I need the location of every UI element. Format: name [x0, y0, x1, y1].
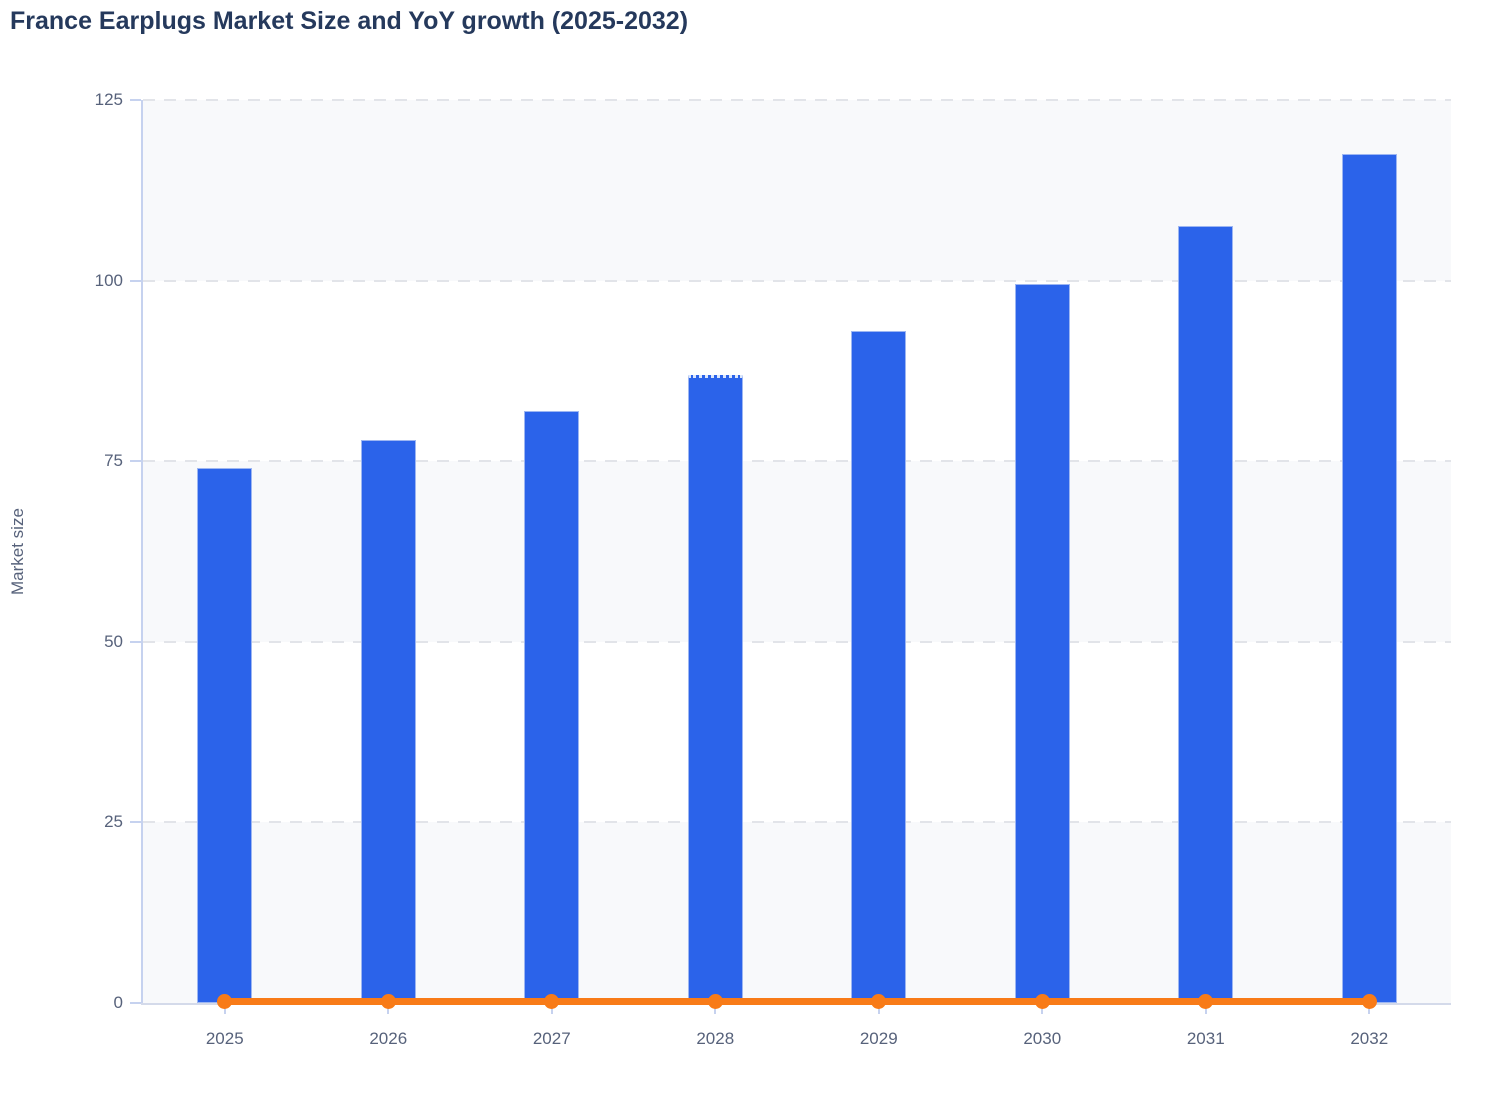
bar-2025[interactable]: [197, 468, 253, 1003]
x-axis-tick: [1041, 1005, 1044, 1014]
x-axis-tick-label: 2025: [205, 1029, 244, 1048]
yoy-line: [224, 997, 1370, 1005]
bar-2027[interactable]: [524, 410, 580, 1003]
bar-2031[interactable]: [1178, 226, 1234, 1003]
bar-2032[interactable]: [1341, 154, 1397, 1003]
yoy-marker[interactable]: [1198, 993, 1214, 1009]
y-axis-tick-label: 0: [113, 993, 123, 1012]
yoy-marker[interactable]: [1361, 993, 1377, 1009]
x-axis-tick-label: 2029: [859, 1029, 898, 1048]
y-axis-tick: [130, 279, 141, 282]
x-axis-tick: [1368, 1005, 1371, 1014]
y-axis-tick: [130, 821, 141, 824]
x-axis-tick-label: 2028: [696, 1029, 735, 1048]
bar-2029[interactable]: [851, 331, 907, 1003]
plot-band: [143, 461, 1451, 642]
x-axis-tick: [550, 1005, 553, 1014]
yoy-marker[interactable]: [217, 993, 233, 1009]
y-axis-tick: [130, 460, 141, 463]
y-axis-tick-label: 75: [104, 451, 123, 471]
yoy-marker[interactable]: [707, 993, 723, 1009]
yoy-marker[interactable]: [380, 993, 396, 1009]
x-axis-tick-label: 2030: [1023, 1029, 1062, 1048]
bar-2028[interactable]: [687, 374, 743, 1003]
y-axis-tick: [130, 99, 141, 101]
gridline: [143, 640, 1451, 643]
chart-title: France Earplugs Market Size and YoY grow…: [10, 7, 689, 35]
gridline: [143, 460, 1451, 463]
plot-band: [143, 822, 1451, 1003]
y-axis-tick-label: 25: [104, 812, 123, 832]
x-axis-tick-label: 2031: [1186, 1029, 1225, 1048]
x-axis-tick-label: 2027: [532, 1029, 571, 1048]
x-axis-line: [141, 1003, 1451, 1005]
x-axis-tick-label: 2026: [369, 1029, 408, 1048]
y-axis-tick-label: 100: [94, 270, 123, 290]
plot-area: 0 25 50 75 100 125 2025 2026 2027 2028 2029 2030 203…: [95, 90, 1451, 1048]
y-axis-tick-label: 125: [94, 90, 123, 109]
x-axis-tick: [1204, 1005, 1207, 1014]
gridline: [143, 821, 1451, 824]
yoy-marker[interactable]: [544, 993, 560, 1009]
bar-2026[interactable]: [360, 439, 416, 1003]
gridline: [143, 279, 1451, 282]
plot-band: [143, 100, 1451, 281]
gridline: [143, 99, 1451, 101]
x-axis-tick-label: 2032: [1350, 1029, 1389, 1048]
y-axis-tick: [130, 1002, 141, 1004]
yoy-marker[interactable]: [871, 993, 887, 1009]
x-axis-tick: [223, 1005, 226, 1014]
bar-2030[interactable]: [1014, 284, 1070, 1003]
x-axis-tick: [387, 1005, 390, 1014]
x-axis-tick: [877, 1005, 880, 1014]
yoy-marker[interactable]: [1034, 993, 1050, 1009]
y-axis-tick: [130, 640, 141, 643]
y-axis-tick-label: 50: [104, 631, 123, 651]
x-axis-tick: [714, 1005, 717, 1014]
y-axis-title: Market size: [8, 508, 27, 595]
y-axis-line: [141, 100, 143, 1003]
